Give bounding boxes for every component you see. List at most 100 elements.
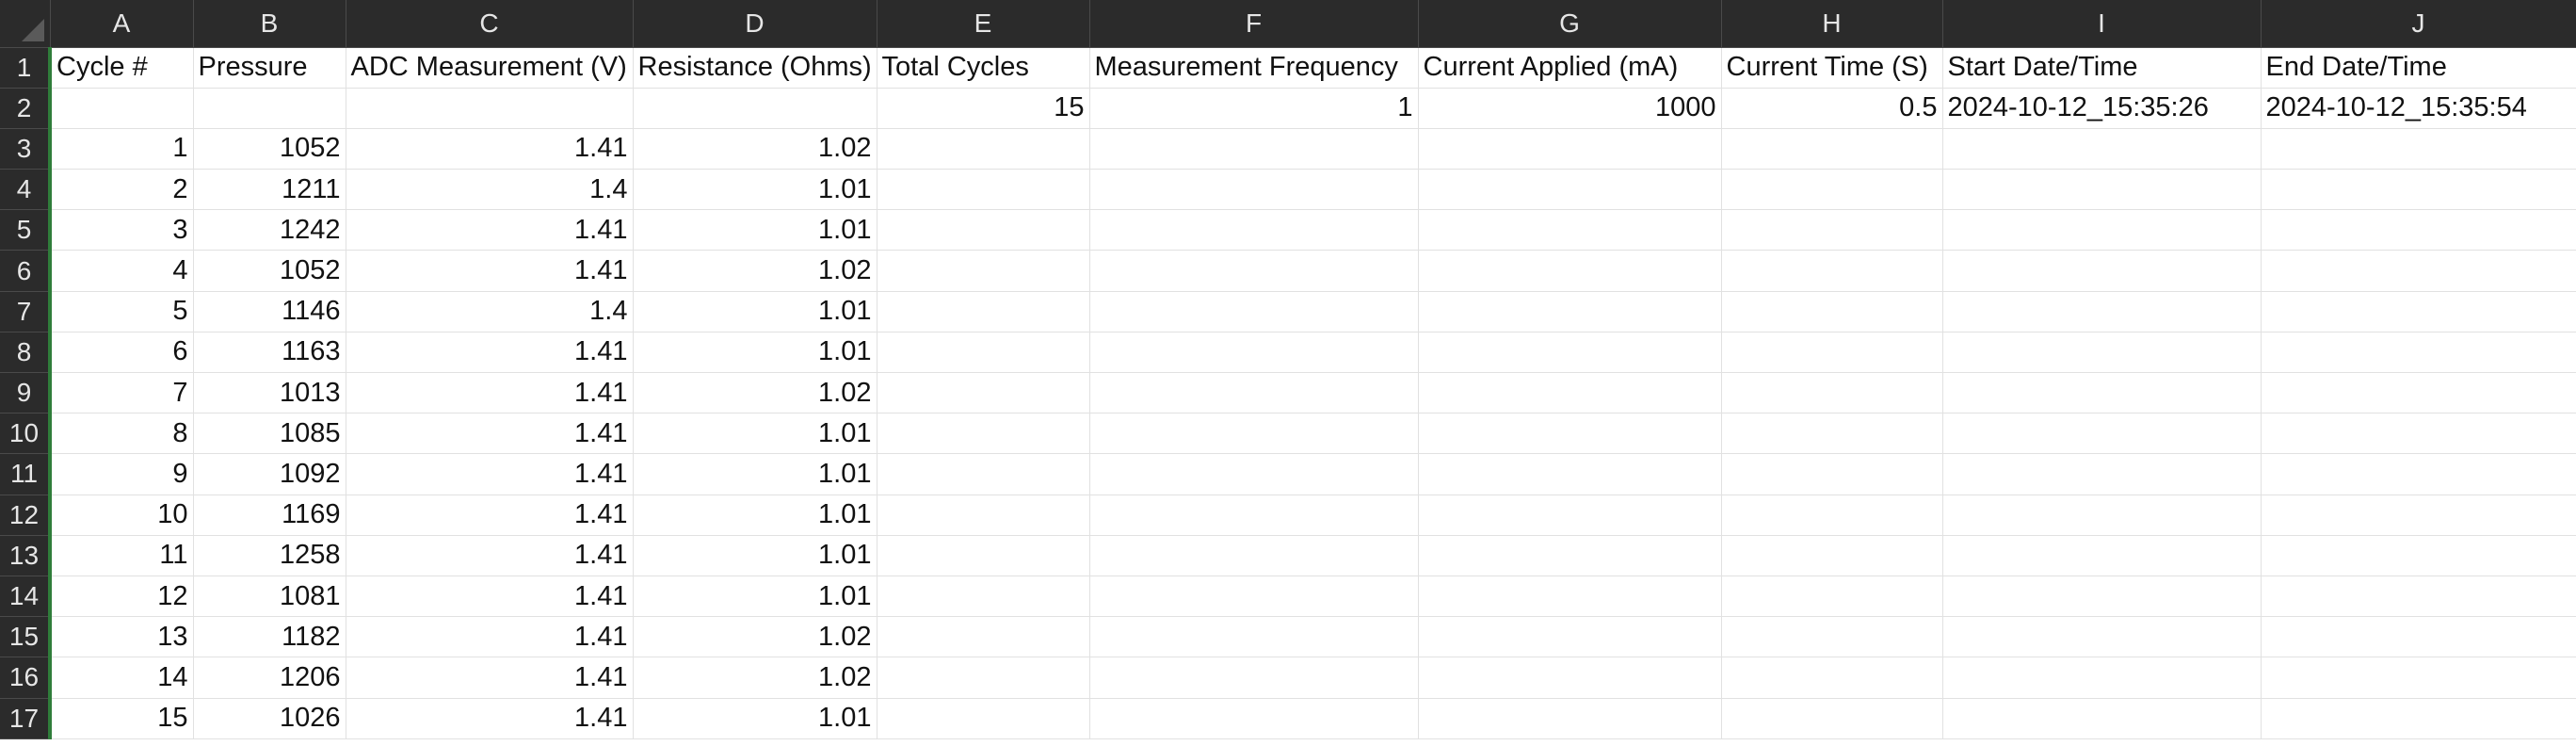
cell[interactable] [1721, 332, 1943, 374]
cell[interactable] [1721, 698, 1943, 739]
cell-pressure[interactable]: 1081 [193, 576, 346, 618]
header-cell-current-time[interactable]: Current Time (S) [1721, 47, 1943, 89]
cell[interactable] [1942, 616, 2262, 658]
cell[interactable] [1942, 453, 2262, 495]
cell[interactable] [1942, 169, 2262, 211]
cell-pressure[interactable]: 1052 [193, 250, 346, 292]
cell[interactable] [877, 372, 1090, 414]
cell-resistance[interactable]: 1.01 [633, 576, 877, 618]
row-header[interactable]: 3 [0, 128, 52, 170]
row-header[interactable]: 17 [0, 698, 52, 739]
cell[interactable] [2261, 495, 2576, 536]
row-header[interactable]: 9 [0, 372, 52, 414]
cell[interactable] [1089, 576, 1419, 618]
cell[interactable] [1089, 291, 1419, 332]
cell[interactable] [1942, 576, 2262, 618]
cell-adc-measurement[interactable]: 1.41 [346, 576, 634, 618]
cell[interactable] [2261, 332, 2576, 374]
cell[interactable] [1942, 495, 2262, 536]
cell-resistance[interactable]: 1.01 [633, 169, 877, 211]
cell[interactable] [1942, 128, 2262, 170]
cell[interactable] [1721, 453, 1943, 495]
column-header-d[interactable]: D [633, 0, 877, 48]
column-header-b[interactable]: B [193, 0, 346, 48]
column-header-f[interactable]: F [1089, 0, 1419, 48]
cell-pressure[interactable]: 1206 [193, 657, 346, 699]
cell-adc-measurement[interactable]: 1.41 [346, 698, 634, 739]
cell-resistance[interactable]: 1.01 [633, 453, 877, 495]
cell[interactable] [1721, 413, 1943, 455]
cell-current-time[interactable]: 0.5 [1721, 88, 1943, 129]
cell[interactable] [346, 88, 634, 129]
header-cell-cycle[interactable]: Cycle # [50, 47, 194, 89]
row-header[interactable]: 8 [0, 332, 52, 374]
cell[interactable] [1721, 250, 1943, 292]
cell[interactable] [1089, 209, 1419, 251]
cell-resistance[interactable]: 1.01 [633, 291, 877, 332]
cell-measurement-frequency[interactable]: 1 [1089, 88, 1419, 129]
row-header[interactable]: 15 [0, 616, 52, 658]
cell[interactable] [1418, 169, 1722, 211]
cell[interactable] [2261, 291, 2576, 332]
cell[interactable] [877, 698, 1090, 739]
cell[interactable] [1089, 169, 1419, 211]
cell-current-applied[interactable]: 1000 [1418, 88, 1722, 129]
header-cell-current-applied[interactable]: Current Applied (mA) [1418, 47, 1722, 89]
cell-pressure[interactable]: 1092 [193, 453, 346, 495]
cell[interactable] [1418, 128, 1722, 170]
column-header-e[interactable]: E [877, 0, 1090, 48]
cell-resistance[interactable]: 1.01 [633, 332, 877, 374]
header-cell-start-datetime[interactable]: Start Date/Time [1942, 47, 2262, 89]
cell-adc-measurement[interactable]: 1.41 [346, 250, 634, 292]
cell-cycle[interactable]: 6 [50, 332, 194, 374]
row-header[interactable]: 2 [0, 88, 52, 129]
cell[interactable] [1418, 495, 1722, 536]
cell[interactable] [877, 291, 1090, 332]
cell-resistance[interactable]: 1.02 [633, 372, 877, 414]
cell-pressure[interactable]: 1211 [193, 169, 346, 211]
cell[interactable] [1089, 413, 1419, 455]
cell[interactable] [877, 453, 1090, 495]
header-cell-measurement-frequency[interactable]: Measurement Frequency [1089, 47, 1419, 89]
cell[interactable] [1089, 495, 1419, 536]
cell[interactable] [877, 209, 1090, 251]
cell-end-datetime[interactable]: 2024-10-12_15:35:54 [2261, 88, 2576, 129]
cell[interactable] [1721, 576, 1943, 618]
cell[interactable] [2261, 372, 2576, 414]
cell[interactable] [877, 128, 1090, 170]
cell-resistance[interactable]: 1.01 [633, 698, 877, 739]
cell[interactable] [2261, 535, 2576, 576]
cell-pressure[interactable]: 1026 [193, 698, 346, 739]
cell[interactable] [877, 576, 1090, 618]
cell-cycle[interactable]: 12 [50, 576, 194, 618]
column-header-j[interactable]: J [2261, 0, 2576, 48]
cell-pressure[interactable]: 1013 [193, 372, 346, 414]
cell-adc-measurement[interactable]: 1.4 [346, 291, 634, 332]
cell[interactable] [1942, 535, 2262, 576]
cell[interactable] [1721, 616, 1943, 658]
cell-pressure[interactable]: 1085 [193, 413, 346, 455]
cell-cycle[interactable]: 15 [50, 698, 194, 739]
cell[interactable] [1089, 453, 1419, 495]
header-cell-end-datetime[interactable]: End Date/Time [2261, 47, 2576, 89]
cell-pressure[interactable]: 1258 [193, 535, 346, 576]
cell-pressure[interactable]: 1242 [193, 209, 346, 251]
cell[interactable] [1089, 372, 1419, 414]
cell[interactable] [1418, 372, 1722, 414]
cell[interactable] [2261, 657, 2576, 699]
cell[interactable] [1418, 413, 1722, 455]
cell[interactable] [1942, 209, 2262, 251]
cell[interactable] [1089, 128, 1419, 170]
cell-cycle[interactable]: 2 [50, 169, 194, 211]
row-header[interactable]: 10 [0, 413, 52, 455]
cell-resistance[interactable]: 1.01 [633, 413, 877, 455]
cell-cycle[interactable]: 11 [50, 535, 194, 576]
cell[interactable] [1721, 209, 1943, 251]
row-header[interactable]: 7 [0, 291, 52, 332]
row-header[interactable]: 1 [0, 47, 52, 89]
cell-pressure[interactable]: 1146 [193, 291, 346, 332]
cell-cycle[interactable]: 5 [50, 291, 194, 332]
select-all-button[interactable] [0, 0, 51, 48]
header-cell-pressure[interactable]: Pressure [193, 47, 346, 89]
cell[interactable] [877, 657, 1090, 699]
